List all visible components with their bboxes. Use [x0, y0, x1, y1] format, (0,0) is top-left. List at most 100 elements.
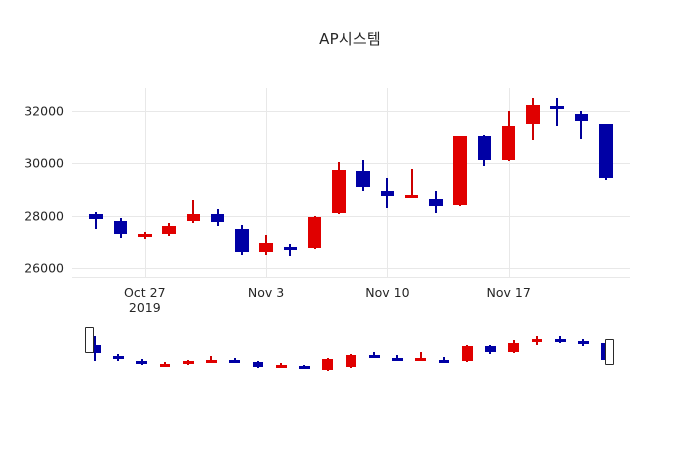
gridline-h: [72, 215, 630, 217]
candle-body: [182, 361, 194, 365]
candle: [415, 325, 427, 377]
candle-body: [332, 169, 346, 213]
candle-wick: [580, 111, 583, 139]
candle: [182, 325, 194, 377]
candle: [485, 325, 496, 377]
candle: [356, 88, 370, 278]
candle: [508, 325, 520, 377]
candle-body: [438, 360, 450, 364]
gridline-v: [266, 88, 268, 278]
x-tick-label: Nov 17: [487, 285, 531, 300]
candle-wick: [373, 352, 376, 359]
candle: [186, 88, 201, 278]
candle: [578, 325, 589, 377]
gridline-h: [72, 267, 630, 269]
candle: [275, 325, 287, 377]
page-title: AP시스템: [319, 30, 381, 48]
range-selector[interactable]: [72, 325, 630, 377]
candle-body: [578, 340, 589, 344]
candle: [89, 325, 101, 377]
candle: [368, 325, 380, 377]
candle-body: [508, 342, 520, 353]
candle-wick: [442, 357, 445, 364]
candle: [322, 325, 334, 377]
candle-body: [113, 220, 128, 234]
x-tick-label: Oct 27 2019: [124, 285, 166, 315]
candle: [113, 325, 124, 377]
gridline-h: [72, 111, 630, 113]
y-tick-label: 26000: [24, 260, 64, 276]
x-axis-line: [72, 277, 630, 278]
y-tick-label: 32000: [24, 103, 64, 119]
x-tick-label: Nov 3: [248, 285, 284, 300]
candle: [550, 88, 564, 278]
candle-body: [159, 364, 171, 367]
candle-wick: [419, 352, 422, 361]
candle-body: [136, 361, 148, 365]
candle: [137, 88, 152, 278]
candle: [392, 325, 403, 377]
candle-wick: [410, 168, 413, 196]
x-tick-label-main: Nov 3: [247, 285, 285, 300]
x-tick-label: Nov 10: [365, 285, 409, 300]
y-tick-label: 30000: [24, 155, 64, 171]
candle-body: [89, 214, 104, 220]
candle: [438, 325, 450, 377]
candle: [162, 88, 176, 278]
candle-body: [283, 246, 298, 250]
candle: [206, 325, 217, 377]
candle: [283, 88, 298, 278]
main-price-plot[interactable]: 26000 28000 30000 32000 Oct 27 2019 Nov 3 Nov …: [24, 88, 630, 315]
candle: [461, 325, 473, 377]
candle-body: [392, 358, 403, 362]
candle-wick: [163, 362, 166, 366]
candle: [531, 325, 543, 377]
candle: [252, 325, 264, 377]
candle: [453, 88, 467, 278]
candle: [574, 88, 589, 278]
candle: [598, 88, 613, 278]
candle: [136, 325, 148, 377]
candle: [159, 325, 171, 377]
candle: [210, 88, 225, 278]
candle-body: [368, 355, 380, 359]
range-handle-left[interactable]: [85, 327, 95, 353]
candle: [526, 88, 540, 278]
candle-body: [477, 136, 492, 160]
candle-wick: [192, 199, 195, 224]
candle: [259, 88, 273, 278]
candle-body: [598, 124, 613, 178]
candle-body: [210, 214, 225, 223]
candle-body: [259, 242, 273, 252]
candle: [332, 88, 346, 278]
candle: [477, 88, 492, 278]
candle-body: [526, 104, 540, 125]
candle-body: [531, 338, 543, 342]
candle-body: [113, 356, 124, 360]
candle-body: [380, 190, 395, 196]
candle-body: [574, 114, 589, 121]
candle-body: [554, 338, 566, 342]
candle: [299, 325, 310, 377]
candle-body: [550, 106, 564, 110]
gridline-h: [72, 163, 630, 165]
candle: [501, 88, 516, 278]
range-handle-right[interactable]: [604, 339, 614, 365]
x-tick-label-main: Nov 10: [365, 285, 410, 300]
candle-body: [206, 359, 217, 363]
candle-body: [162, 225, 176, 234]
candle-body: [137, 233, 152, 237]
candle-body: [235, 228, 249, 252]
gridline-v: [144, 88, 146, 278]
candle: [229, 325, 241, 377]
candle-body: [501, 125, 516, 160]
x-tick-label-main: Nov 17: [486, 285, 531, 300]
candle: [345, 325, 357, 377]
candle-body: [356, 171, 370, 187]
candle-body: [485, 345, 496, 353]
candle-body: [429, 198, 443, 207]
y-tick-label: 28000: [24, 208, 64, 224]
candle: [404, 88, 419, 278]
candle-wick: [95, 211, 98, 229]
